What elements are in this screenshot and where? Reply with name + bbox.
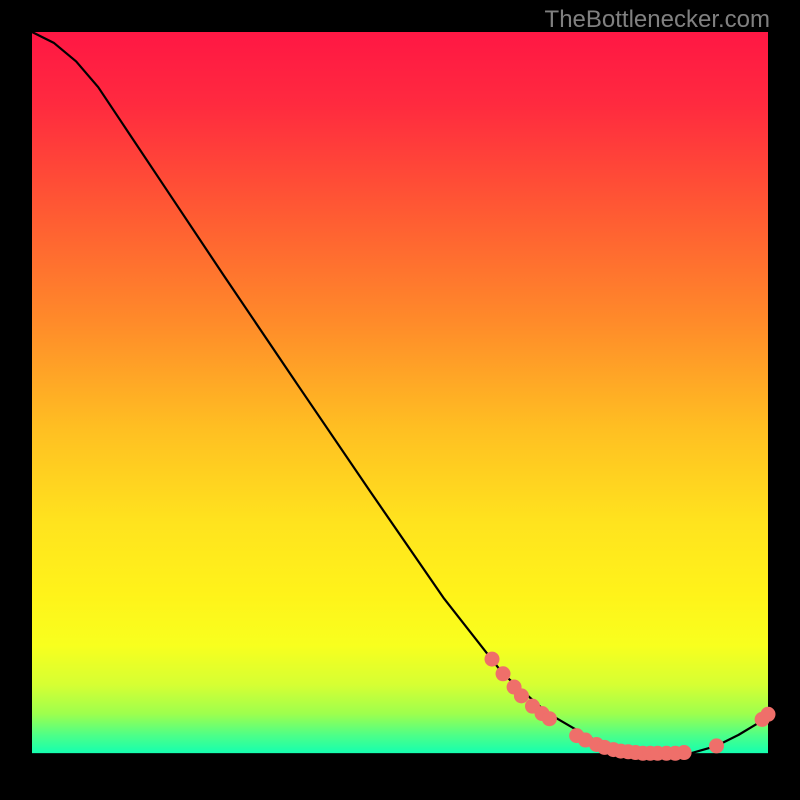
curve-marker [485, 652, 500, 667]
plot-svg [0, 0, 800, 800]
curve-marker [514, 688, 529, 703]
gradient-background [32, 32, 768, 753]
chart-stage: TheBottlenecker.com [0, 0, 800, 800]
curve-marker [677, 745, 692, 760]
curve-marker [496, 666, 511, 681]
curve-marker [542, 711, 557, 726]
curve-marker [709, 738, 724, 753]
curve-marker [761, 707, 776, 722]
watermark-text: TheBottlenecker.com [545, 6, 770, 34]
